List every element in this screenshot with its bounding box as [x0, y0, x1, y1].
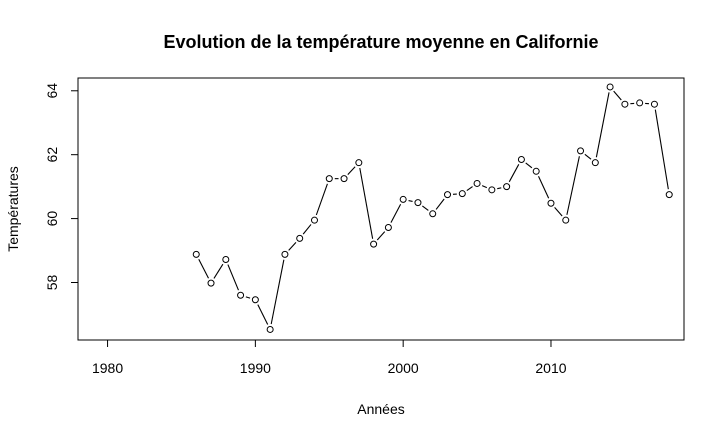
- data-point: [237, 291, 245, 299]
- line-segment: [481, 185, 488, 189]
- data-point: [591, 159, 599, 167]
- data-point: [488, 186, 496, 194]
- line-segment: [497, 187, 502, 190]
- line-segment: [315, 183, 328, 216]
- line-segment: [288, 242, 297, 251]
- line-segment: [408, 200, 413, 202]
- line-segment: [257, 304, 269, 325]
- series-line: [198, 90, 669, 325]
- data-point: [370, 240, 378, 248]
- line-segment: [213, 263, 224, 279]
- line-segment: [595, 92, 610, 158]
- data-point: [296, 234, 304, 242]
- line-segment: [198, 259, 209, 279]
- data-point: [444, 191, 452, 199]
- line-segment: [584, 153, 592, 160]
- data-point: [606, 83, 614, 91]
- x-ticks: 1980 1990 2000 2010: [92, 340, 567, 376]
- data-point: [547, 199, 555, 207]
- data-point: [621, 100, 629, 108]
- data-point: [399, 195, 407, 203]
- line-segment: [654, 109, 669, 190]
- y-tick-label: 64: [44, 83, 60, 99]
- line-segment: [422, 205, 429, 211]
- x-axis-label: Années: [357, 401, 404, 417]
- line-segment: [227, 264, 239, 291]
- data-point: [429, 210, 437, 218]
- data-point: [577, 147, 585, 155]
- line-segment: [538, 176, 550, 199]
- data-point: [207, 279, 215, 287]
- x-tick-label: 2000: [388, 360, 419, 376]
- y-tick-label: 58: [44, 274, 60, 290]
- data-point: [355, 159, 363, 167]
- line-segment: [359, 167, 374, 239]
- line-segment: [435, 198, 445, 210]
- line-segment: [554, 207, 563, 217]
- y-ticks: 58 60 62 64: [44, 83, 78, 290]
- data-point: [650, 100, 658, 108]
- plot-frame: [77, 77, 685, 341]
- data-point: [222, 255, 230, 263]
- x-tick-label: 1980: [92, 360, 123, 376]
- y-axis-label: Températures: [5, 166, 21, 252]
- line-segment: [613, 90, 622, 101]
- line-segment: [390, 204, 402, 223]
- line-segment: [245, 296, 251, 299]
- line-segment: [508, 164, 520, 183]
- x-tick-label: 1990: [240, 360, 271, 376]
- data-point: [340, 175, 348, 183]
- y-tick-label: 60: [44, 211, 60, 227]
- data-point: [517, 155, 525, 163]
- data-point: [532, 167, 540, 175]
- line-segment: [525, 162, 533, 169]
- data-point: [636, 99, 644, 107]
- data-point: [325, 175, 333, 183]
- line-segment: [376, 231, 386, 241]
- line-segment: [302, 224, 312, 235]
- data-point: [310, 216, 318, 224]
- data-point: [251, 296, 259, 304]
- data-point: [281, 250, 289, 258]
- data-point: [473, 179, 481, 187]
- chart-title: Evolution de la température moyenne en C…: [163, 32, 598, 52]
- data-point: [458, 190, 466, 198]
- series-points: [192, 83, 673, 333]
- data-point: [665, 191, 673, 199]
- line-segment: [466, 186, 473, 191]
- data-point: [266, 325, 274, 333]
- data-point: [562, 216, 570, 224]
- line-segment: [270, 259, 285, 325]
- line-segment: [566, 156, 580, 215]
- data-point: [384, 224, 392, 232]
- line-segment: [347, 166, 356, 175]
- y-tick-label: 62: [44, 147, 60, 163]
- data-point: [503, 183, 511, 191]
- x-tick-label: 2010: [535, 360, 566, 376]
- data-point: [192, 250, 200, 258]
- data-point: [414, 199, 422, 207]
